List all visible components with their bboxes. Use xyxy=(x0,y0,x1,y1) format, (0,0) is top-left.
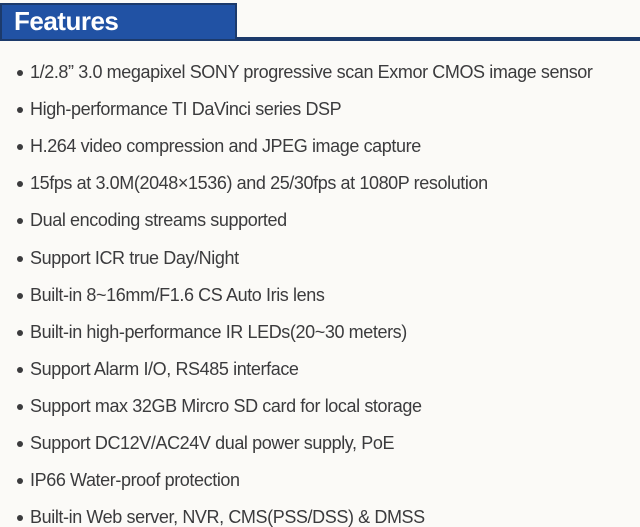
feature-item: Built-in Web server, NVR, CMS(PSS/DSS) &… xyxy=(17,499,634,527)
feature-text: Support DC12V/AC24V dual power supply, P… xyxy=(30,432,395,453)
feature-text: Support Alarm I/O, RS485 interface xyxy=(30,358,299,379)
feature-text: IP66 Water-proof protection xyxy=(30,470,240,491)
feature-text: Dual encoding streams supported xyxy=(30,210,287,231)
feature-text: Built-in high-performance IR LEDs(20~30 … xyxy=(30,321,407,342)
page-title: Features xyxy=(14,6,119,36)
bullet-icon xyxy=(17,70,23,77)
features-list: 1/2.8” 3.0 megapixel SONY progressive sc… xyxy=(17,54,634,527)
bullet-icon xyxy=(17,478,23,485)
bullet-icon xyxy=(17,329,23,336)
feature-item: H.264 video compression and JPEG image c… xyxy=(17,128,634,165)
feature-text: High-performance TI DaVinci series DSP xyxy=(30,99,342,120)
bullet-icon xyxy=(17,292,23,299)
bullet-icon xyxy=(17,181,23,188)
feature-text: H.264 video compression and JPEG image c… xyxy=(30,136,421,157)
feature-text: Support max 32GB Mircro SD card for loca… xyxy=(30,395,422,416)
section-header: Features xyxy=(0,3,237,41)
feature-item: IP66 Water-proof protection xyxy=(17,462,634,499)
feature-text: Built-in 8~16mm/F1.6 CS Auto Iris lens xyxy=(30,284,325,305)
feature-text: 15fps at 3.0M(2048×1536) and 25/30fps at… xyxy=(30,173,488,194)
feature-item: 15fps at 3.0M(2048×1536) and 25/30fps at… xyxy=(17,165,634,202)
feature-item: Support Alarm I/O, RS485 interface xyxy=(17,351,634,388)
bullet-icon xyxy=(17,440,23,447)
bullet-icon xyxy=(17,218,23,225)
feature-text: 1/2.8” 3.0 megapixel SONY progressive sc… xyxy=(30,62,593,83)
feature-item: Support max 32GB Mircro SD card for loca… xyxy=(17,388,634,425)
feature-item: Built-in high-performance IR LEDs(20~30 … xyxy=(17,314,634,351)
feature-item: Support DC12V/AC24V dual power supply, P… xyxy=(17,425,634,462)
bullet-icon xyxy=(17,107,23,114)
feature-item: Dual encoding streams supported xyxy=(17,202,634,239)
bullet-icon xyxy=(17,255,23,262)
feature-item: High-performance TI DaVinci series DSP xyxy=(17,91,634,128)
bullet-icon xyxy=(17,515,23,522)
feature-text: Support ICR true Day/Night xyxy=(30,247,239,268)
feature-text: Built-in Web server, NVR, CMS(PSS/DSS) &… xyxy=(30,507,425,527)
bullet-icon xyxy=(17,403,23,410)
feature-item: 1/2.8” 3.0 megapixel SONY progressive sc… xyxy=(17,54,634,91)
bullet-icon xyxy=(17,144,23,151)
header-underline xyxy=(0,37,640,41)
feature-item: Built-in 8~16mm/F1.6 CS Auto Iris lens xyxy=(17,277,634,314)
bullet-icon xyxy=(17,366,23,373)
feature-item: Support ICR true Day/Night xyxy=(17,239,634,276)
